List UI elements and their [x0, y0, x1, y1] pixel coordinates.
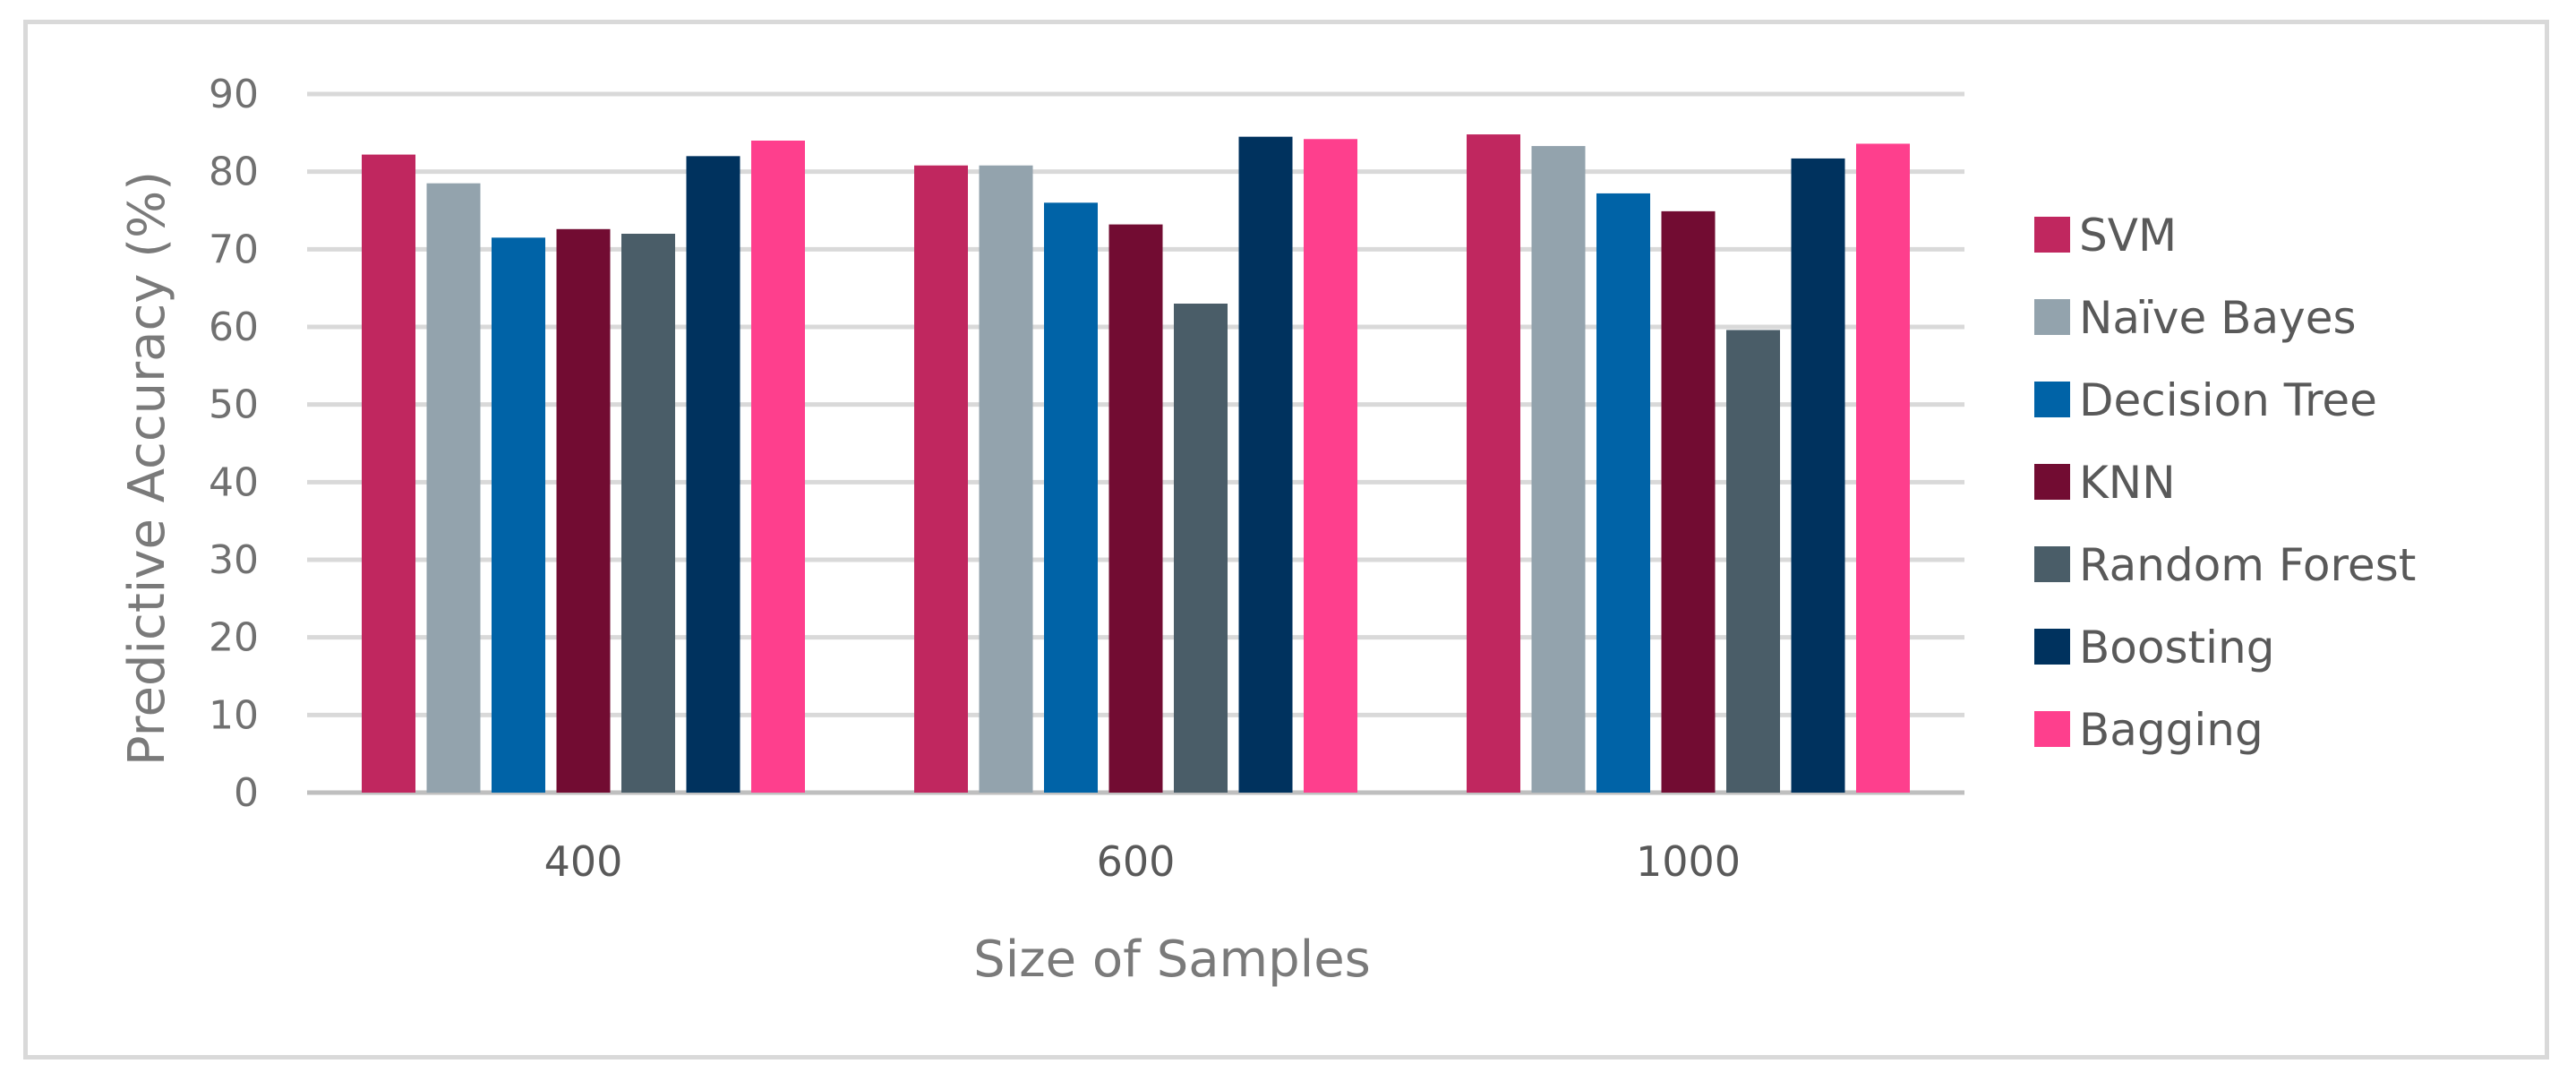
y-tick-label: 0	[234, 770, 259, 816]
bar-boosting-600	[1238, 136, 1293, 794]
legend-swatch	[2034, 382, 2070, 417]
y-tick-label: 30	[209, 537, 259, 583]
x-tick-label: 1000	[1636, 837, 1741, 886]
y-tick-label: 90	[209, 72, 259, 117]
bar-bagging-1000	[1856, 143, 1910, 793]
y-tick-label: 60	[209, 305, 259, 350]
legend-label: KNN	[2079, 457, 2176, 509]
legend-swatch	[2034, 546, 2070, 582]
legend-label: Bagging	[2079, 704, 2264, 756]
bar-decision-tree-600	[1044, 202, 1098, 794]
y-tick-label: 80	[209, 150, 259, 195]
legend-label: Decision Tree	[2079, 374, 2377, 426]
y-tick-label: 50	[209, 382, 259, 428]
legend-swatch	[2034, 629, 2070, 665]
legend-label: SVM	[2079, 210, 2177, 262]
legend-swatch	[2034, 711, 2070, 747]
legend-swatch	[2034, 217, 2070, 253]
bar-svm-400	[362, 154, 415, 794]
legend-label: Random Forest	[2079, 539, 2416, 591]
bar-bagging-400	[751, 141, 805, 793]
bar-random-forest-600	[1174, 304, 1228, 793]
bar-decision-tree-1000	[1596, 193, 1650, 793]
x-tick-label: 400	[544, 837, 623, 886]
bar-boosting-1000	[1791, 158, 1845, 793]
y-tick-label: 70	[209, 227, 259, 272]
y-tick-label: 20	[209, 615, 259, 661]
y-tick-label: 10	[209, 692, 259, 738]
bar-random-forest-1000	[1726, 330, 1780, 793]
bars	[362, 134, 1910, 794]
x-tick-label: 600	[1097, 837, 1176, 886]
x-axis-title: Size of Samples	[973, 931, 1371, 989]
bar-bagging-600	[1304, 139, 1357, 793]
bar-svm-1000	[1467, 134, 1520, 794]
bar-knn-1000	[1661, 210, 1716, 793]
bar-random-forest-400	[621, 234, 675, 793]
bar-na-ve-bayes-1000	[1531, 146, 1586, 794]
bar-na-ve-bayes-400	[426, 183, 481, 793]
bar-knn-600	[1108, 224, 1163, 794]
y-axis-title: Predictive Accuracy (%)	[118, 171, 176, 766]
chart-frame: 0 10 20 30 40 50 60 70 80 90 400 600 1000 Predictiv…	[23, 20, 2549, 1060]
bar-boosting-400	[686, 156, 740, 794]
bar-na-ve-bayes-600	[979, 165, 1033, 793]
bar-decision-tree-400	[492, 237, 545, 793]
bar-svm-600	[914, 165, 968, 793]
bar-chart: 0 10 20 30 40 50 60 70 80 90 400 600 1000 Predictiv…	[118, 72, 2416, 989]
legend-swatch	[2034, 299, 2070, 335]
legend-label: Boosting	[2079, 622, 2274, 673]
y-tick-label: 40	[209, 459, 259, 505]
legend-swatch	[2034, 464, 2070, 500]
x-tick-labels: 400 600 1000	[544, 837, 1741, 886]
y-tick-labels: 0 10 20 30 40 50 60 70 80 90	[209, 72, 259, 816]
legend-label: Naïve Bayes	[2079, 292, 2357, 344]
legend: SVM Naïve Bayes Decision Tree KNN Random For…	[2034, 210, 2416, 756]
bar-knn-400	[556, 228, 611, 794]
